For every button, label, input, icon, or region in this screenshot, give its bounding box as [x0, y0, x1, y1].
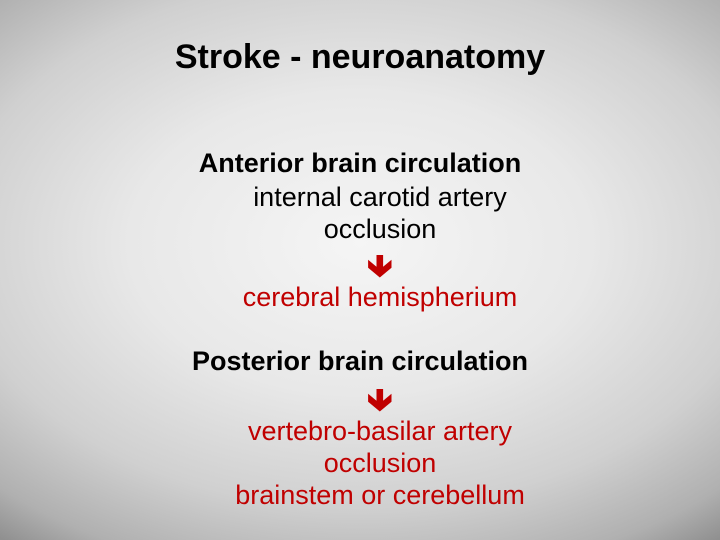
- section1-heading: Anterior brain circulation: [0, 148, 720, 179]
- section1-result: cerebral hemispherium: [0, 282, 720, 313]
- slide: Stroke - neuroanatomy Anterior brain cir…: [0, 0, 720, 540]
- section2-line1: vertebro-basilar artery: [0, 416, 720, 447]
- section2-line3: brainstem or cerebellum: [0, 480, 720, 511]
- section1-line1: internal carotid artery: [0, 182, 720, 213]
- section2-heading: Posterior brain circulation: [0, 346, 720, 377]
- section2-line2: occlusion: [0, 448, 720, 479]
- slide-title: Stroke - neuroanatomy: [0, 38, 720, 77]
- section1-line2: occlusion: [0, 214, 720, 245]
